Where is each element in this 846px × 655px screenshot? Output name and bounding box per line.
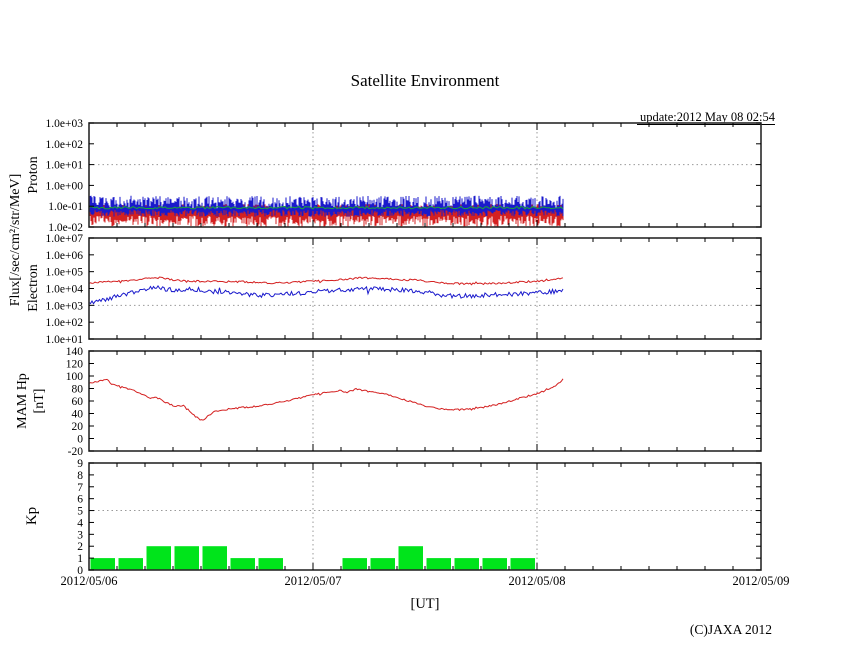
proton-channel-green-trace: [88, 205, 564, 210]
plot-panels: 1.0e+03 1.0e+02 1.0e+01 1.0e+00 1.0e-01 1.0e-…: [46, 118, 790, 588]
electron-high-energy-trace: [88, 276, 564, 286]
mam-panel-frame: [88, 350, 762, 452]
y-tick-label: 1.0e+07: [46, 233, 84, 245]
y-tick-label: 1.0e-01: [48, 201, 83, 213]
kp-bar: [146, 546, 171, 570]
kp-bar: [118, 558, 143, 570]
y-tick-label: 120: [66, 359, 84, 371]
x-date-label: 2012/05/07: [285, 574, 342, 588]
y-tick-label: 1.0e+00: [46, 180, 84, 192]
kp-bar: [258, 558, 283, 570]
y-tick-label: 1.0e+02: [46, 317, 84, 329]
y-tick-label: 3: [77, 529, 83, 541]
mam-hp-trace: [88, 378, 564, 421]
electron-panel-label: Electron: [26, 264, 41, 311]
kp-bar: [342, 558, 367, 570]
y-tick-label: 0: [77, 434, 83, 446]
x-date-label: 2012/05/08: [509, 574, 566, 588]
proton-panel-label: Proton: [26, 156, 41, 193]
kp-bar: [174, 546, 199, 570]
update-timestamp: update:2012 May 08 02:54: [640, 110, 776, 124]
y-tick-label: 1.0e+02: [46, 139, 84, 151]
x-date-label: 2012/05/06: [61, 574, 118, 588]
y-tick-label: 1.0e+06: [46, 250, 84, 262]
mam-unit-label: [nT]: [32, 389, 47, 414]
y-tick-label: 1: [77, 553, 83, 565]
copyright-notice: (C)JAXA 2012: [690, 622, 772, 637]
y-tick-label: 1.0e+01: [46, 334, 84, 346]
y-tick-label: 1.0e+01: [46, 160, 84, 172]
kp-bar: [370, 558, 395, 570]
y-tick-label: 1.0e+03: [46, 300, 84, 312]
flux-axis-label: Flux[/sec/cm²/str/MeV]: [8, 174, 23, 307]
y-tick-label: -20: [68, 446, 84, 458]
y-tick-label: 7: [77, 482, 83, 494]
y-tick-label: 100: [66, 371, 84, 383]
y-tick-label: 1.0e+03: [46, 118, 84, 130]
y-tick-label: 80: [72, 384, 84, 396]
y-tick-label: 4: [77, 517, 83, 529]
mam-panel-label: MAM Hp: [15, 373, 30, 429]
x-axis-unit-label: [UT]: [411, 596, 440, 612]
kp-bar: [90, 558, 115, 570]
y-tick-label: 9: [77, 458, 83, 470]
kp-bar: [510, 558, 535, 570]
y-tick-label: 1.0e-02: [48, 222, 83, 234]
y-tick-label: 1.0e+05: [46, 267, 84, 279]
kp-panel-label: Kp: [24, 507, 40, 525]
y-tick-label: 140: [66, 346, 84, 358]
electron-low-energy-trace: [88, 284, 564, 305]
y-tick-label: 6: [77, 494, 83, 506]
y-tick-label: 2: [77, 541, 83, 553]
x-date-label: 2012/05/09: [733, 574, 790, 588]
y-tick-label: 5: [77, 506, 83, 518]
y-tick-label: 8: [77, 470, 83, 482]
kp-bar: [454, 558, 479, 570]
y-tick-label: 20: [72, 421, 84, 433]
kp-bar: [482, 558, 507, 570]
kp-bar: [230, 558, 255, 570]
chart-title: Satellite Environment: [351, 71, 500, 90]
y-tick-label: 1.0e+04: [46, 284, 84, 296]
y-tick-label: 0: [77, 565, 83, 577]
kp-bar: [426, 558, 451, 570]
y-tick-label: 60: [72, 396, 84, 408]
kp-bar: [202, 546, 227, 570]
y-tick-label: 40: [72, 409, 84, 421]
kp-bar: [398, 546, 423, 570]
